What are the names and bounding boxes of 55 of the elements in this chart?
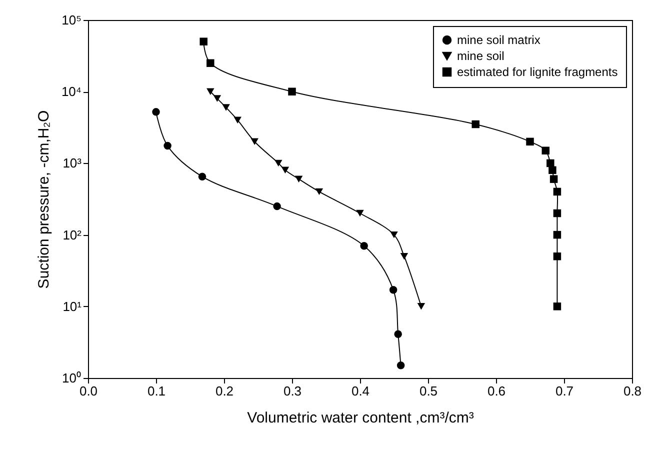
y-tick-label: 10¹	[62, 298, 82, 314]
point	[553, 188, 562, 196]
point	[250, 138, 258, 145]
y-tick-label: 10⁵	[62, 12, 82, 28]
point	[553, 252, 562, 260]
x-tick-label: 0.2	[215, 384, 234, 398]
point	[200, 38, 208, 46]
y-tick-label: 10³	[62, 156, 82, 171]
legend-label: mine soil matrix	[457, 33, 540, 47]
point	[548, 166, 556, 174]
point	[234, 116, 242, 124]
point	[553, 230, 562, 239]
x-tick-label: 0.4	[351, 384, 370, 398]
legend-label: mine soil	[457, 49, 504, 63]
x-tick-label: 0.7	[555, 384, 574, 398]
legend-label: estimated for lignite fragments	[457, 65, 618, 79]
x-tick-label: 0.8	[623, 384, 642, 398]
y-tick-label: 10⁴	[61, 84, 82, 100]
point	[274, 160, 282, 167]
point	[206, 88, 214, 95]
point	[400, 253, 408, 260]
x-tick-label: 0.5	[419, 384, 438, 398]
point	[198, 172, 206, 180]
y-axis-title: Suction pressure, -cm,H₂O	[35, 110, 52, 289]
point	[396, 362, 405, 370]
point	[417, 303, 426, 310]
x-axis-title: Volumetric water content ,cm³/cm³	[247, 410, 474, 426]
point	[360, 242, 368, 250]
point	[288, 88, 296, 96]
point	[553, 209, 562, 218]
point	[315, 188, 324, 196]
point	[222, 104, 230, 111]
point	[472, 120, 480, 128]
point	[390, 231, 398, 238]
point	[294, 176, 303, 182]
x-tick-label: 0.1	[147, 384, 166, 398]
x-tick-label: 0.3	[283, 384, 302, 398]
point	[206, 59, 214, 67]
x-tick-label: 0.0	[79, 384, 98, 398]
point	[526, 138, 534, 146]
point	[152, 108, 160, 116]
x-tick-label: 0.6	[487, 384, 506, 398]
point	[213, 95, 222, 102]
point	[550, 175, 558, 183]
y-tick-label: 10²	[62, 227, 82, 242]
point	[389, 286, 398, 294]
point	[281, 166, 290, 174]
point	[542, 146, 550, 154]
point	[273, 202, 281, 210]
point	[164, 142, 172, 150]
y-tick-label: 10⁰	[62, 370, 82, 386]
point	[546, 159, 554, 168]
point	[394, 330, 402, 338]
point	[356, 210, 364, 217]
point	[553, 302, 562, 310]
